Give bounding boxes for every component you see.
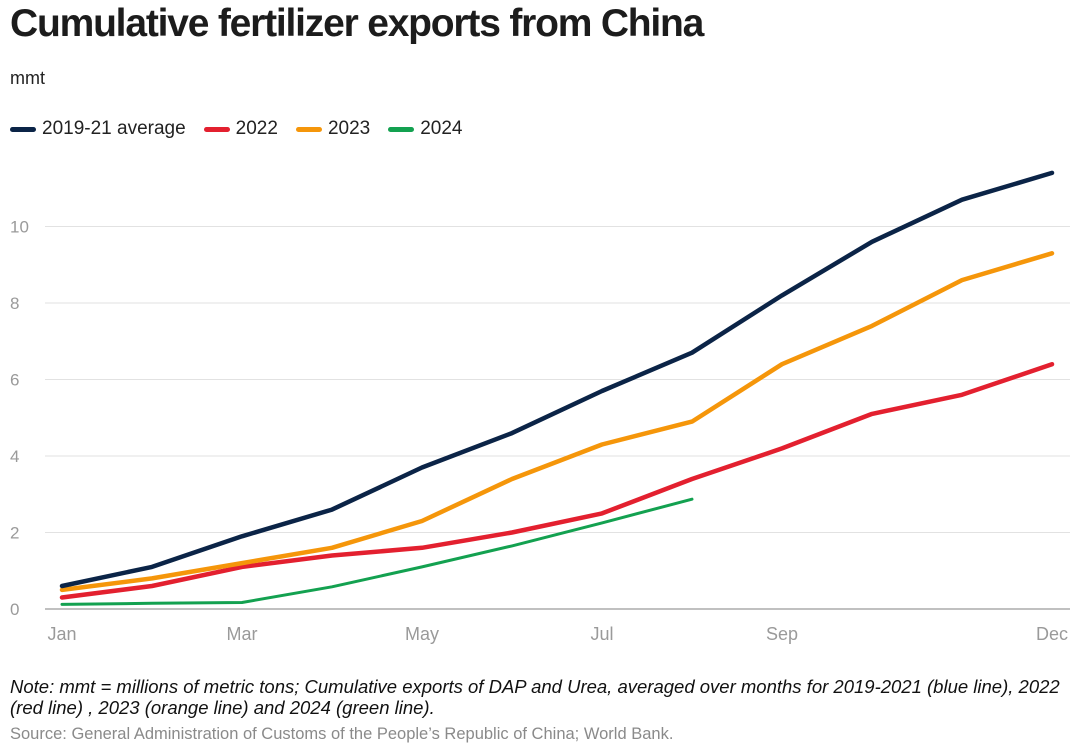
legend-swatch [10,126,36,132]
series-line-2024 [60,497,694,606]
chart-source: Source: General Administration of Custom… [10,725,674,743]
y-tick-label: 4 [10,447,19,466]
x-tick-label: May [405,624,439,644]
legend-label: 2022 [235,118,278,139]
series-line-2023 [59,251,1055,593]
unit-label: mmt [10,68,45,88]
legend-item: 2022 [203,118,278,140]
line-chart: 0 2 4 6 8 10 Jan Mar May Jul Sep Dec [10,170,1070,644]
legend-label: 2024 [420,118,463,139]
legend: 2019-21 average 2022 2023 2024 [10,118,481,140]
y-tick-label: 10 [10,218,29,237]
legend-label: 2019-21 average [42,118,186,139]
legend-item: 2019-21 average [10,118,186,140]
legend-item: 2024 [388,118,463,140]
legend-swatch [203,126,230,132]
x-tick-label: Sep [766,624,798,644]
chart-title: Cumulative fertilizer exports from China [10,2,704,45]
legend-swatch [295,126,322,132]
legend-swatch [388,126,415,132]
y-tick-label: 2 [10,524,19,543]
x-tick-label: Jan [47,624,76,644]
legend-label: 2023 [327,118,371,139]
y-tick-label: 6 [10,371,19,390]
x-tick-label: Mar [227,624,258,644]
x-tick-label: Dec [1036,624,1068,644]
chart-note: Note: mmt = millions of metric tons; Cum… [10,676,1060,718]
y-tick-label: 8 [10,294,19,313]
y-tick-label: 0 [10,600,19,619]
series-line-2022 [59,361,1055,600]
legend-item: 2023 [295,118,371,140]
series-line-2019-21-average [59,170,1055,589]
x-tick-label: Jul [590,624,613,644]
